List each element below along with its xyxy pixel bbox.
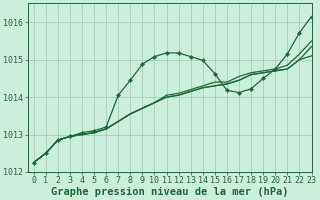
X-axis label: Graphe pression niveau de la mer (hPa): Graphe pression niveau de la mer (hPa)	[51, 186, 288, 197]
